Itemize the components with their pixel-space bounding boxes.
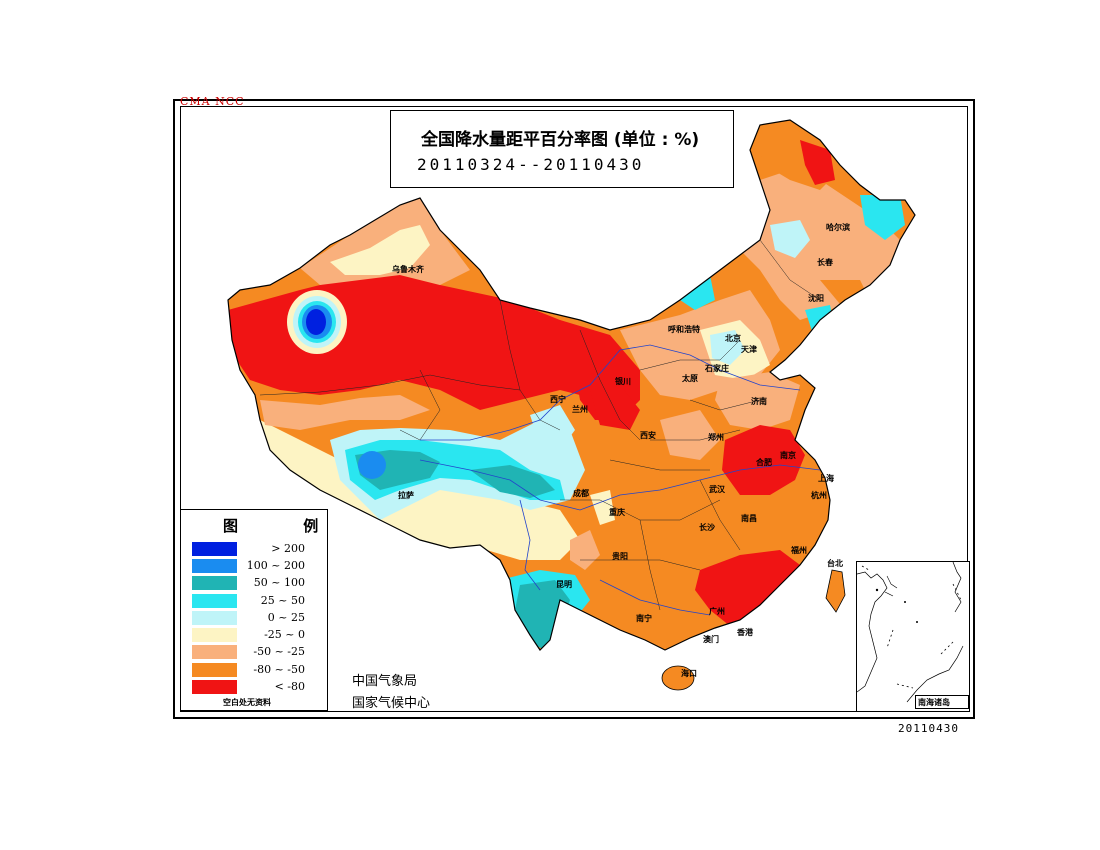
- taiwan-island: [825, 569, 846, 613]
- city-label: 南京: [780, 451, 796, 460]
- city-label: 重庆: [609, 508, 625, 517]
- city-label: 南昌: [741, 514, 757, 523]
- legend-item: 50 ~ 100: [189, 576, 319, 593]
- legend-item: < -80: [189, 680, 319, 697]
- city-label: 成都: [573, 489, 589, 498]
- legend-label: -50 ~ -25: [253, 645, 305, 658]
- legend-label: < -80: [274, 680, 305, 693]
- legend-swatch: [192, 542, 237, 556]
- city-label: 武汉: [709, 485, 725, 494]
- city-label: 济南: [751, 397, 767, 406]
- map-title: 全国降水量距平百分率图 (单位 : %): [421, 130, 700, 150]
- city-label: 银川: [615, 377, 631, 386]
- hainan-island: [661, 665, 695, 691]
- legend-swatch: [192, 611, 237, 625]
- agency-mark: CMA NCC: [180, 95, 245, 108]
- legend-item: -80 ~ -50: [189, 663, 319, 680]
- legend-item: 100 ~ 200: [189, 559, 319, 576]
- city-label: 西宁: [550, 395, 566, 404]
- org-name-cma: 中国气象局: [352, 674, 418, 689]
- city-label: 杭州: [811, 491, 827, 500]
- city-label: 澳门: [703, 635, 719, 644]
- org-name-ncc: 国家气候中心: [352, 696, 431, 711]
- city-label: 天津: [741, 345, 757, 354]
- city-label: 兰州: [572, 405, 588, 414]
- city-label: 福州: [791, 546, 807, 555]
- legend-swatch: [192, 628, 237, 642]
- legend-swatch: [192, 680, 237, 694]
- city-label: 合肥: [756, 458, 772, 467]
- city-label: 贵阳: [612, 552, 628, 561]
- legend-swatch: [192, 576, 237, 590]
- legend: 图 例 > 200 100 ~ 200 50 ~ 100 25 ~ 50 0 ~…: [180, 509, 328, 711]
- city-label: 香港: [737, 628, 753, 637]
- inset-map: [857, 562, 964, 703]
- city-label: 南宁: [636, 614, 652, 623]
- legend-swatch: [192, 645, 237, 659]
- inset-label: 南海诸岛: [918, 698, 950, 707]
- legend-item: 25 ~ 50: [189, 594, 319, 611]
- city-label: 海口: [681, 669, 697, 678]
- city-label: 郑州: [708, 433, 724, 442]
- city-label: 广州: [709, 607, 725, 616]
- city-label: 拉萨: [398, 491, 414, 500]
- rivers: [419, 344, 821, 616]
- city-label: 长春: [817, 258, 833, 267]
- city-label: 北京: [725, 334, 741, 343]
- city-label: 石家庄: [705, 364, 729, 373]
- date-range: 20110324--20110430: [417, 155, 645, 174]
- legend-label: 0 ~ 25: [267, 611, 305, 624]
- inset-label-box: 南海诸岛: [915, 695, 969, 709]
- china-border: [227, 119, 916, 651]
- city-label: 长沙: [699, 523, 715, 532]
- city-label: 太原: [682, 374, 698, 383]
- legend-label: -80 ~ -50: [253, 663, 305, 676]
- legend-item: 0 ~ 25: [189, 611, 319, 628]
- legend-label: -25 ~ 0: [264, 628, 305, 641]
- legend-swatch: [192, 594, 237, 608]
- legend-label: 100 ~ 200: [246, 559, 305, 572]
- city-label: 西安: [640, 431, 656, 440]
- legend-title: 图 例: [223, 517, 349, 535]
- city-label: 乌鲁木齐: [392, 265, 424, 274]
- city-label: 上海: [818, 474, 834, 483]
- city-label: 昆明: [556, 580, 572, 589]
- legend-item: > 200: [189, 542, 319, 559]
- legend-label: 25 ~ 50: [260, 594, 305, 607]
- legend-label: > 200: [271, 542, 305, 555]
- legend-swatch: [192, 559, 237, 573]
- legend-item: -50 ~ -25: [189, 645, 319, 662]
- city-label: 台北: [827, 559, 843, 568]
- city-label: 哈尔滨: [826, 223, 850, 232]
- city-label: 呼和浩特: [668, 325, 700, 334]
- south-china-sea-inset: 南海诸岛: [856, 561, 970, 712]
- title-box: 全国降水量距平百分率图 (单位 : %) 20110324--20110430: [390, 110, 734, 188]
- legend-label: 50 ~ 100: [253, 576, 305, 589]
- map-inner-border: [180, 106, 968, 712]
- province-borders: [259, 239, 821, 611]
- date-stamp: 20110430: [898, 722, 959, 735]
- city-label: 沈阳: [808, 294, 824, 303]
- legend-swatch: [192, 663, 237, 677]
- legend-item: -25 ~ 0: [189, 628, 319, 645]
- legend-note: 空白处无资料: [223, 698, 271, 707]
